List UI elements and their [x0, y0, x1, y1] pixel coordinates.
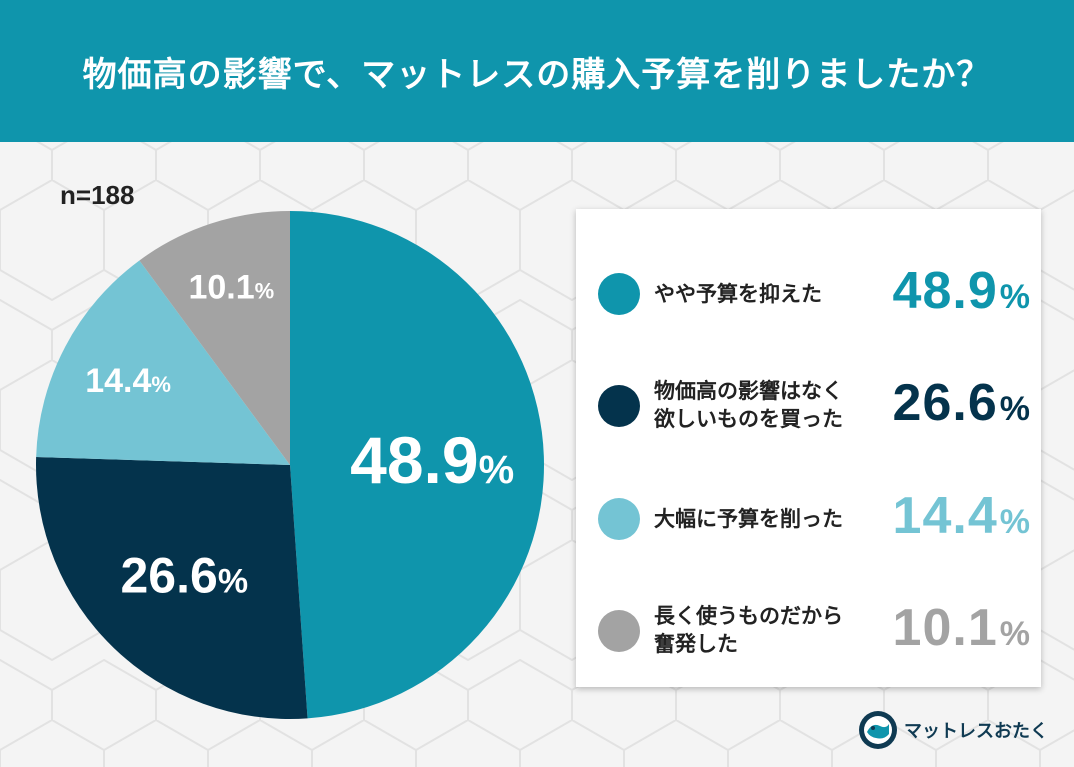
- legend-value: 48.9%: [893, 261, 1031, 321]
- legend-item: 物価高の影響はなく 欲しいものを買った 26.6%: [576, 361, 1041, 451]
- pie-slice: [35, 457, 308, 719]
- legend-value-number: 10.1: [892, 599, 998, 657]
- legend-label: 物価高の影響はなく 欲しいものを買った: [654, 379, 843, 431]
- legend-swatch: [598, 273, 640, 315]
- legend-swatch: [598, 385, 640, 427]
- legend-value-number: 14.4: [892, 487, 998, 545]
- legend-value-unit: %: [999, 390, 1031, 428]
- legend-label: やや予算を抑えた: [654, 282, 822, 306]
- brand: マットレスおたく: [858, 710, 1048, 750]
- pie-slice-label-number: 10.1: [188, 268, 254, 306]
- legend-value-number: 26.6: [892, 374, 998, 432]
- legend-value-number: 48.9: [892, 262, 998, 320]
- pie-slice-label: 26.6%: [121, 547, 249, 603]
- legend-value: 14.4%: [893, 486, 1031, 546]
- sample-size-label: n=188: [60, 180, 135, 210]
- pie-slice-label-unit: %: [479, 448, 515, 492]
- pie-slice-label-unit: %: [255, 278, 275, 303]
- pie-slice-label-number: 48.9: [350, 423, 478, 497]
- pie-slice-label-number: 26.6: [121, 547, 218, 603]
- legend-swatch: [598, 610, 640, 652]
- pie-slice-label: 10.1%: [188, 268, 274, 306]
- pie-slice: [290, 211, 544, 719]
- legend-swatch: [598, 498, 640, 540]
- legend: やや予算を抑えた 48.9% 物価高の影響はなく 欲しいものを買った 26.6%…: [576, 209, 1041, 687]
- pie-slice: [36, 260, 290, 465]
- legend-value: 26.6%: [893, 373, 1031, 433]
- legend-value-unit: %: [999, 503, 1031, 541]
- legend-value-unit: %: [999, 278, 1031, 316]
- pie-slice-label: 14.4%: [85, 362, 171, 400]
- legend-item: 長く使うものだから 奮発した 10.1%: [576, 586, 1041, 676]
- page-title: 物価高の影響で、マットレスの購入予算を削りましたか？: [82, 54, 992, 95]
- brand-name: マットレスおたく: [904, 721, 1048, 742]
- legend-label: 長く使うものだから 奮発した: [654, 604, 843, 656]
- header-banner: 物価高の影響で、マットレスの購入予算を削りましたか？: [0, 0, 1074, 142]
- pie-slice-label-unit: %: [218, 562, 248, 600]
- legend-value: 10.1%: [893, 598, 1031, 658]
- legend-label: 大幅に予算を削った: [654, 507, 843, 531]
- pie-slice-label-number: 14.4: [85, 362, 151, 400]
- pie-slice-label: 48.9%: [350, 423, 514, 497]
- pie-slice: [139, 211, 290, 465]
- legend-value-unit: %: [999, 615, 1031, 653]
- brand-logo-icon: [859, 711, 897, 749]
- pie-slice-label-unit: %: [151, 372, 171, 397]
- legend-item: やや予算を抑えた 48.9%: [576, 249, 1041, 339]
- legend-item: 大幅に予算を削った 14.4%: [576, 474, 1041, 564]
